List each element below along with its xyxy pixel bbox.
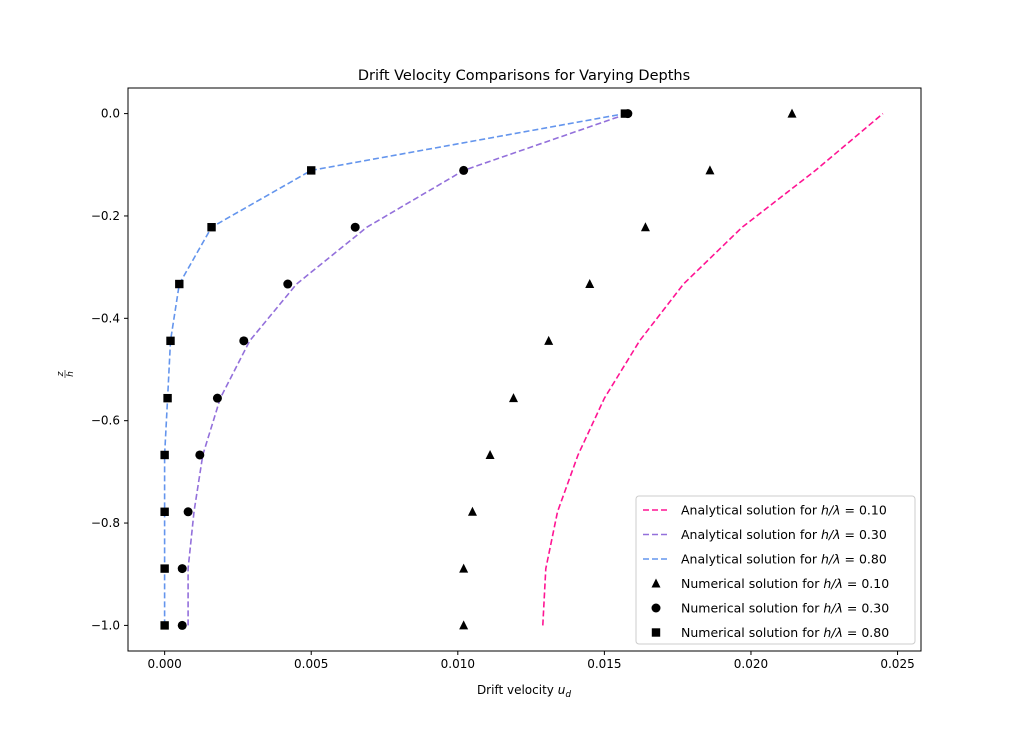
y-tick-label: −1.0 [91, 618, 120, 632]
plot-area: 0.000 0.005 0.010 0.015 0.020 0.025 0.0 −0.2 −0… [91, 87, 922, 671]
data-point-circle [283, 279, 293, 289]
data-point-circle [212, 393, 222, 403]
data-point-square [620, 109, 630, 118]
legend-entry: Numerical solution for h/λ = 0.10 [651, 576, 889, 591]
x-axis-label-text: Drift velocity [477, 683, 554, 697]
legend-entries: Analytical solution for h/λ = 0.10 Analyt… [643, 503, 889, 640]
data-point-square [160, 621, 169, 630]
legend-entry: Analytical solution for h/λ = 0.80 [643, 552, 887, 567]
y-axis-label-denominator: h [66, 371, 76, 377]
x-tick-label: 0.005 [294, 657, 328, 671]
data-point-triangle [459, 620, 469, 630]
legend-label: Numerical solution for h/λ = 0.30 [681, 601, 889, 616]
series-layer [160, 108, 884, 630]
data-point-triangle [640, 222, 650, 232]
data-point-circle [177, 564, 187, 574]
data-point-square [160, 450, 169, 460]
x-tick-label: 0.000 [147, 657, 181, 671]
y-tick-label: −0.2 [91, 209, 120, 223]
data-point-triangle [459, 563, 469, 573]
legend-label: Numerical solution for h/λ = 0.10 [681, 576, 889, 591]
y-tick-label: −0.6 [91, 414, 120, 428]
x-axis-label-subscript: d [565, 690, 571, 700]
data-point-circle [183, 507, 193, 517]
legend-marker-circle [651, 603, 661, 613]
legend-box [635, 495, 916, 645]
x-axis-label: Drift velocity ud [477, 683, 571, 700]
legend-label: Analytical solution for h/λ = 0.30 [681, 527, 887, 542]
data-point-square [175, 279, 184, 289]
data-point-triangle [544, 335, 554, 345]
analytical-line [163, 112, 626, 626]
data-point-square [163, 393, 172, 403]
y-tick-label: −0.8 [91, 516, 120, 530]
y-axis: 0.0 −0.2 −0.4 −0.6 −0.8 −1.0 [91, 107, 128, 632]
numerical-series-5 [160, 109, 630, 630]
legend-label: Analytical solution for h/λ = 0.80 [681, 552, 887, 567]
axes-frame [127, 87, 922, 652]
x-tick-label: 0.020 [734, 657, 768, 671]
legend-label: Analytical solution for h/λ = 0.10 [681, 503, 887, 518]
y-axis-label-numerator: z [56, 371, 66, 377]
data-point-square [207, 223, 216, 232]
data-point-circle [350, 222, 360, 232]
legend-entry: Analytical solution for h/λ = 0.30 [643, 527, 887, 542]
data-point-circle [459, 165, 469, 175]
data-point-square [160, 564, 169, 573]
legend-marker-triangle [651, 578, 661, 588]
data-point-triangle [705, 165, 715, 175]
analytical-line [542, 112, 884, 626]
data-point-triangle [485, 449, 495, 459]
chart-title: Drift Velocity Comparisons for Varying D… [358, 68, 690, 84]
data-point-triangle [585, 279, 595, 289]
legend-entry: Analytical solution for h/λ = 0.10 [643, 503, 887, 518]
data-point-triangle [467, 506, 477, 516]
x-tick-label: 0.015 [587, 657, 621, 671]
data-point-triangle [509, 393, 519, 403]
legend: Analytical solution for h/λ = 0.10 Analyt… [635, 495, 916, 645]
data-point-square [307, 166, 316, 175]
data-point-square [166, 336, 175, 346]
y-tick-label: 0.0 [101, 107, 120, 121]
x-axis: 0.000 0.005 0.010 0.015 0.020 0.025 [147, 651, 915, 671]
data-point-square [160, 507, 169, 516]
legend-entry: Numerical solution for h/λ = 0.30 [651, 601, 889, 616]
data-point-circle [195, 450, 205, 460]
y-axis-label: z h [56, 370, 76, 378]
data-point-triangle [787, 108, 797, 118]
y-tick-label: −0.4 [91, 311, 120, 325]
analytical-line [187, 112, 629, 626]
x-tick-label: 0.010 [441, 657, 475, 671]
analytical-series-2 [163, 112, 626, 626]
numerical-series-3 [459, 108, 797, 630]
analytical-series-1 [187, 112, 629, 626]
data-point-circle [177, 620, 187, 630]
analytical-series-0 [542, 112, 884, 626]
x-axis-label-symbol: u [558, 683, 566, 697]
data-point-circle [239, 336, 249, 346]
legend-entry: Numerical solution for h/λ = 0.80 [651, 625, 889, 640]
legend-label: Numerical solution for h/λ = 0.80 [681, 625, 889, 640]
legend-marker-square [651, 628, 661, 637]
x-tick-label: 0.025 [880, 657, 914, 671]
